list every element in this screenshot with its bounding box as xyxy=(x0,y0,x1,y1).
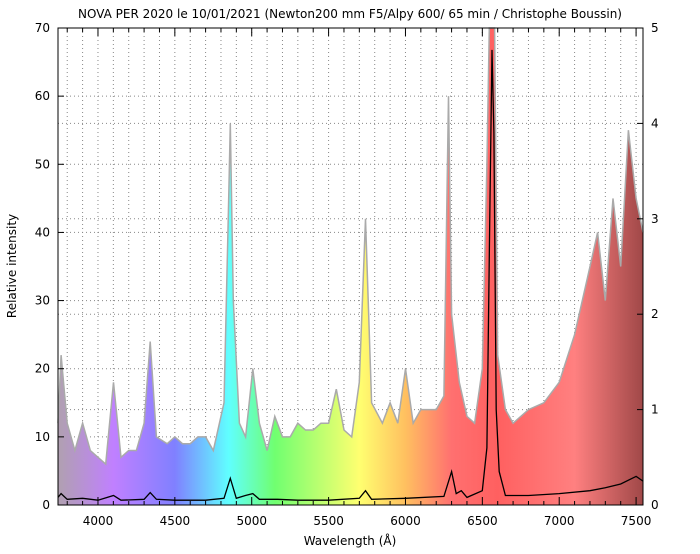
x-tick-label: 7000 xyxy=(544,514,575,528)
x-tick-label: 5500 xyxy=(313,514,344,528)
y-tick-label: 40 xyxy=(35,225,50,239)
x-tick-label: 5000 xyxy=(236,514,267,528)
y-tick-label: 50 xyxy=(35,157,50,171)
spectrum-color-fill xyxy=(58,28,643,505)
y-axis-label: Relative intensity xyxy=(5,214,19,318)
chart-title: NOVA PER 2020 le 10/01/2021 (Newton200 m… xyxy=(78,7,622,21)
y-tick-label: 0 xyxy=(42,498,50,512)
x-tick-label: 6000 xyxy=(390,514,421,528)
y2-tick-label: 1 xyxy=(651,403,659,417)
x-tick-label: 4500 xyxy=(160,514,191,528)
y-tick-label: 10 xyxy=(35,430,50,444)
y-tick-label: 60 xyxy=(35,89,50,103)
y2-tick-label: 2 xyxy=(651,307,659,321)
y-tick-label: 70 xyxy=(35,21,50,35)
y2-tick-label: 5 xyxy=(651,21,659,35)
x-tick-label: 4000 xyxy=(83,514,114,528)
plot-frame xyxy=(57,27,644,506)
y-tick-label: 30 xyxy=(35,294,50,308)
axis-ticks: 0 10 20 30 40 50 60 70 0 1 2 3 4 5 4000 4500 5000 5500 600… xyxy=(35,21,659,528)
y2-tick-label: 3 xyxy=(651,212,659,226)
x-axis-label: Wavelength (Å) xyxy=(304,533,397,548)
x-tick-label: 6500 xyxy=(467,514,498,528)
series-line-black-spectrum xyxy=(57,49,644,501)
y2-tick-label: 4 xyxy=(651,116,659,130)
y-tick-label: 20 xyxy=(35,362,50,376)
x-tick-label: 7500 xyxy=(621,514,652,528)
series-line-gray-spectrum xyxy=(57,27,644,466)
y2-tick-label: 0 xyxy=(651,498,659,512)
